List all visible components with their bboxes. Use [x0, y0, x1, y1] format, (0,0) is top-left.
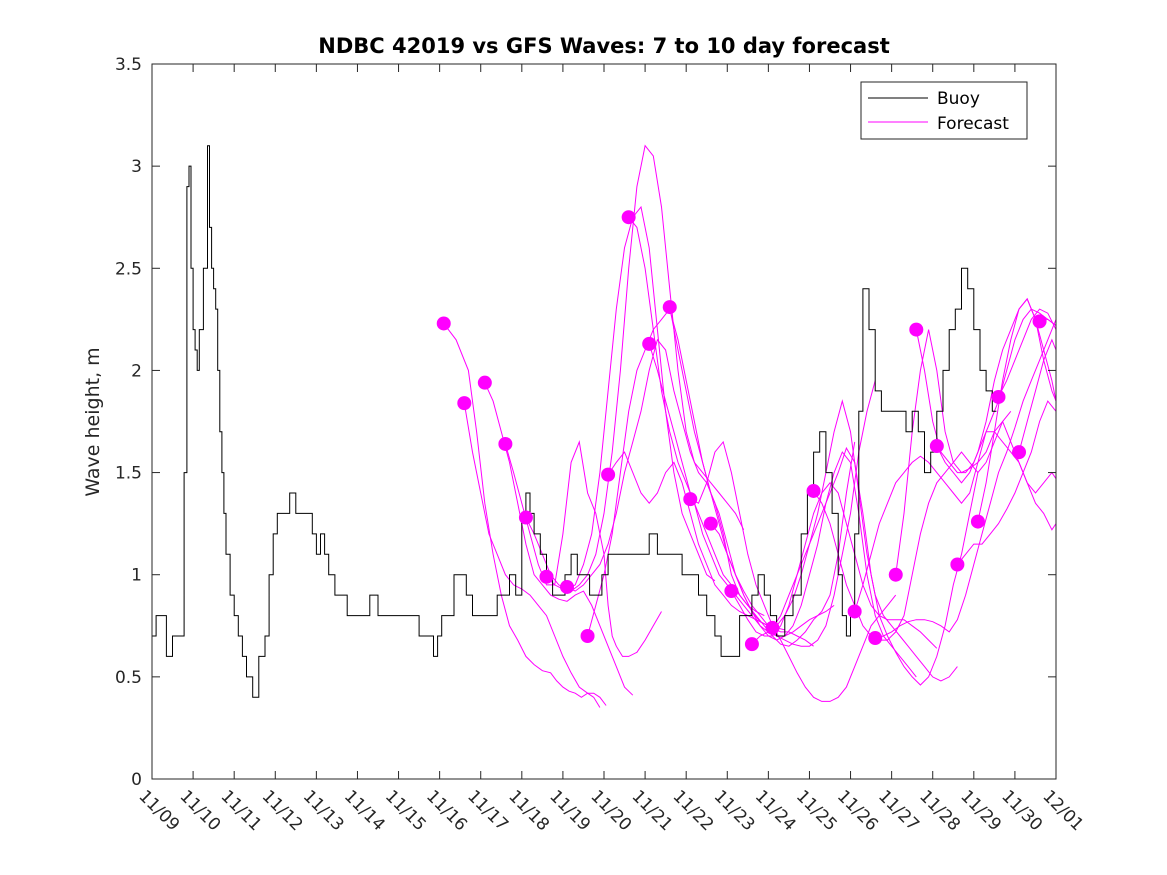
- forecast-line: [813, 410, 1012, 641]
- forecast-start-marker: [806, 483, 821, 498]
- plot-area: 00.511.522.533.5 11/0911/1011/1111/1211/…: [115, 55, 1087, 835]
- y-tick-label: 1: [131, 566, 142, 586]
- forecast-markers-group: [436, 210, 1047, 652]
- forecast-line: [463, 403, 601, 708]
- forecast-start-marker: [888, 567, 903, 582]
- y-tick-label: 1.5: [115, 464, 142, 484]
- y-tick-label: 3.5: [115, 55, 142, 75]
- forecast-start-marker: [539, 569, 554, 584]
- forecast-line: [484, 382, 634, 696]
- forecast-start-marker: [580, 629, 595, 643]
- legend-forecast-label: Forecast: [937, 114, 1009, 134]
- forecast-line: [607, 451, 814, 647]
- forecast-start-marker: [703, 516, 718, 531]
- chart-title: NDBC 42019 vs GFS Waves: 7 to 10 day for…: [318, 34, 889, 58]
- forecast-line: [936, 297, 1057, 484]
- forecast-line: [875, 319, 1057, 639]
- forecast-line: [690, 440, 897, 702]
- y-axis-ticks: 0 0.5 1 1.5 2 2.5 3 3.5: [115, 55, 1056, 790]
- forecast-line: [546, 144, 745, 592]
- forecast-start-marker: [970, 514, 985, 529]
- y-tick-label: 2.5: [115, 259, 142, 279]
- buoy-line: [152, 145, 997, 698]
- forecast-start-marker: [457, 396, 472, 411]
- forecast-start-marker: [991, 389, 1006, 404]
- forecast-start-marker: [477, 375, 492, 390]
- forecast-start-marker: [1032, 314, 1047, 329]
- forecast-start-marker: [621, 210, 636, 225]
- forecast-start-marker: [847, 604, 862, 619]
- forecast-line: [1018, 338, 1057, 453]
- forecast-line: [957, 400, 1057, 565]
- forecast-start-marker: [765, 620, 780, 635]
- forecast-line: [977, 297, 1057, 522]
- forecast-line: [525, 205, 716, 590]
- forecast-line: [504, 440, 662, 657]
- forecast-start-marker: [683, 492, 698, 507]
- forecast-line: [730, 482, 938, 649]
- y-tick-label: 2: [131, 361, 142, 381]
- forecast-start-marker: [518, 510, 533, 525]
- axes-background: [152, 64, 1056, 779]
- forecast-start-marker: [560, 579, 575, 594]
- legend-buoy-label: Buoy: [937, 89, 980, 109]
- legend: Buoy Forecast: [860, 81, 1028, 140]
- legend-box: [860, 81, 1028, 140]
- forecast-start-marker: [724, 584, 739, 599]
- forecast-start-marker: [436, 316, 451, 331]
- forecast-start-marker: [744, 637, 759, 652]
- y-axis-label: Wave height, m: [82, 347, 104, 496]
- forecast-start-marker: [909, 322, 924, 337]
- forecast-line: [772, 446, 979, 686]
- forecast-line: [443, 323, 607, 706]
- forecast-line: [710, 451, 917, 678]
- forecast-start-marker: [662, 300, 677, 315]
- forecast-start-marker: [498, 436, 513, 451]
- forecast-line: [998, 308, 1057, 398]
- forecast-start-marker: [950, 557, 965, 572]
- forecast-start-marker: [868, 631, 883, 646]
- forecast-line: [566, 338, 765, 617]
- forecast-start-marker: [1012, 445, 1027, 460]
- forecast-start-marker: [929, 439, 944, 454]
- forecast-start-marker: [601, 467, 616, 482]
- y-tick-label: 0.5: [115, 668, 142, 688]
- forecast-line: [895, 329, 1057, 575]
- y-tick-label: 3: [131, 157, 142, 177]
- y-tick-label: 0: [131, 770, 142, 790]
- buoy-series-group: [152, 145, 997, 698]
- forecast-start-marker: [642, 336, 657, 351]
